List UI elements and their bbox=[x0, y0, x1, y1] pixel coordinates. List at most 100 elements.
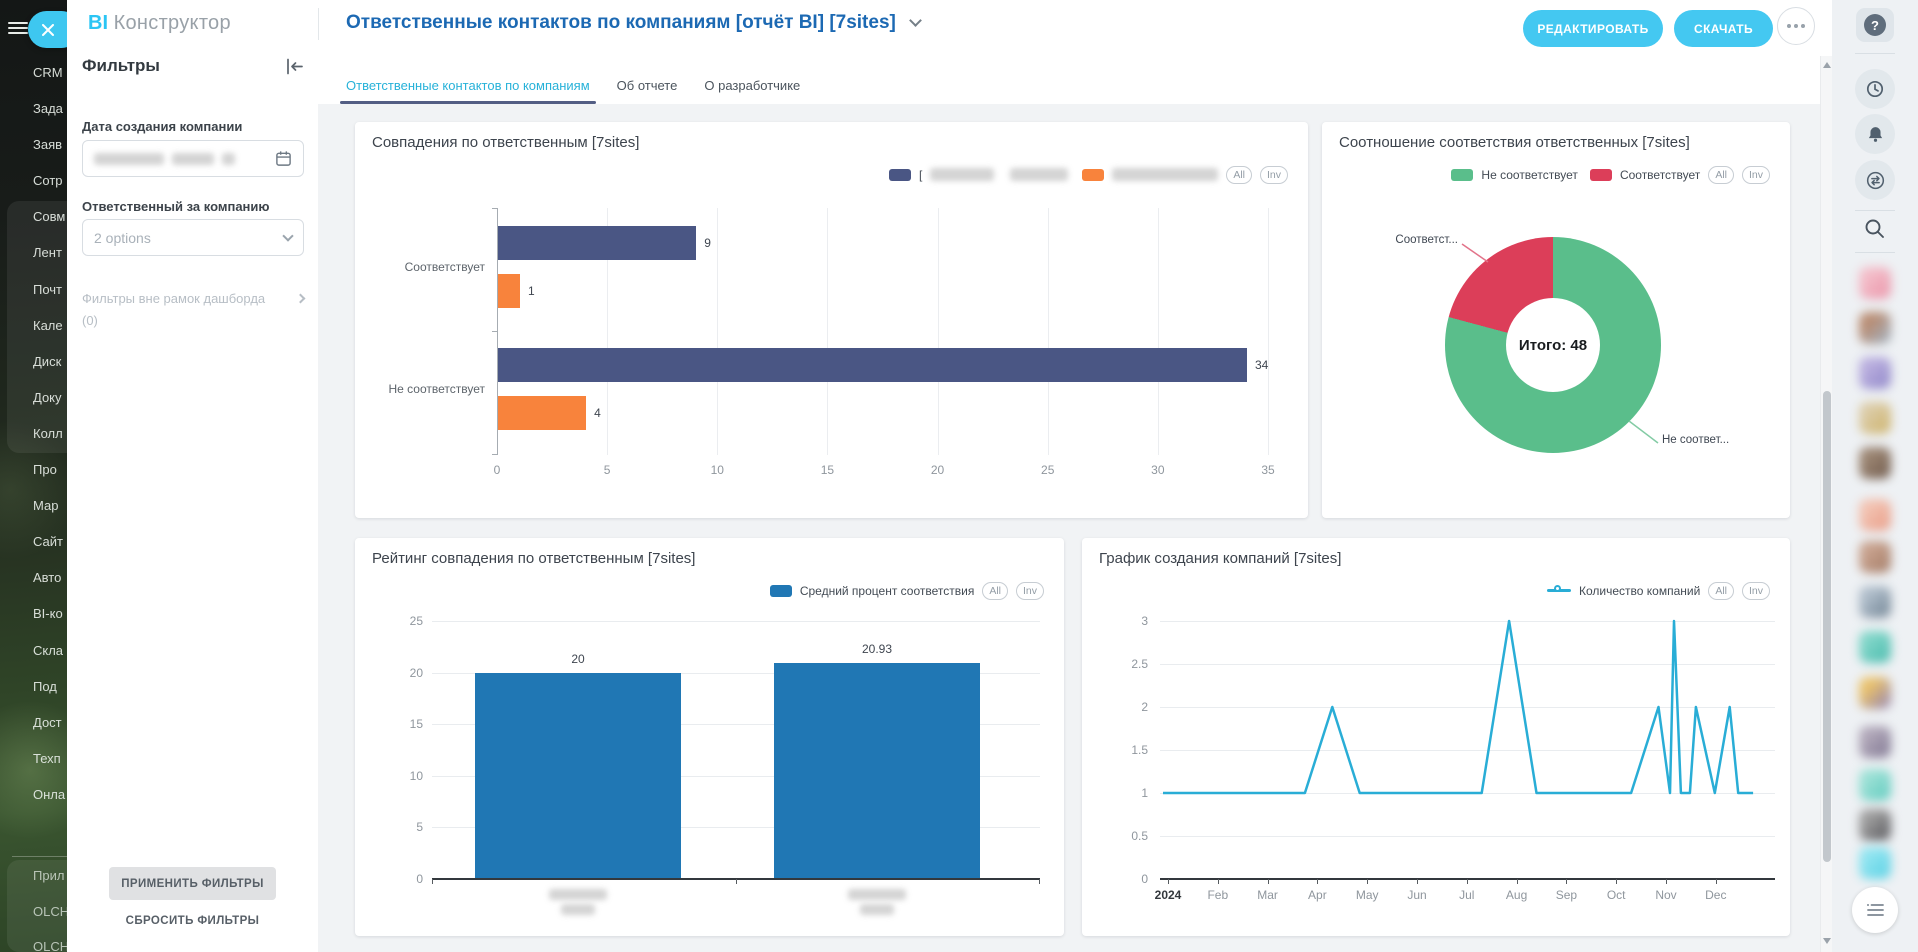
user-avatar[interactable] bbox=[1859, 586, 1891, 618]
messenger-button[interactable] bbox=[1855, 160, 1895, 200]
legend-all-button[interactable]: All bbox=[1226, 166, 1252, 184]
axis-tick-label: 0.5 bbox=[1131, 829, 1148, 843]
sidebar-item[interactable]: Диск bbox=[33, 353, 62, 369]
sidebar-item[interactable]: OLCH bbox=[33, 903, 67, 919]
legend-swatch-red[interactable] bbox=[1589, 168, 1612, 181]
date-filter-input[interactable] bbox=[82, 140, 304, 177]
sidebar-item[interactable]: Сотр bbox=[33, 173, 63, 189]
legend-label: Средний процент соответствия bbox=[799, 583, 975, 598]
sidebar-item[interactable]: Почт bbox=[33, 281, 63, 297]
report-title-menu[interactable]: Ответственные контактов по компаниям [от… bbox=[346, 12, 922, 34]
reset-filters-button[interactable]: СБРОСИТЬ ФИЛЬТРЫ bbox=[125, 915, 260, 927]
legend-inv-button[interactable]: Inv bbox=[1741, 166, 1770, 184]
tab-about-developer[interactable]: О разработчике bbox=[704, 77, 801, 93]
sidebar-item[interactable]: Зада bbox=[33, 101, 63, 117]
edit-button[interactable]: РЕДАКТИРОВАТЬ bbox=[1523, 10, 1663, 47]
legend-inv-button[interactable]: Inv bbox=[1259, 166, 1288, 184]
legend-line-marker[interactable] bbox=[1547, 584, 1572, 593]
user-avatar[interactable] bbox=[1859, 726, 1891, 758]
legend-all-button[interactable]: All bbox=[982, 582, 1008, 600]
sidebar-item[interactable]: Совм bbox=[33, 209, 66, 225]
sidebar-item[interactable]: Техп bbox=[33, 750, 61, 766]
donut-chart[interactable]: Итого: 48 bbox=[1445, 237, 1661, 453]
user-avatar[interactable] bbox=[1859, 769, 1891, 801]
blurred-legend-label bbox=[1112, 168, 1219, 182]
user-avatar[interactable] bbox=[1859, 402, 1891, 434]
sidebar-item[interactable]: Про bbox=[33, 462, 57, 478]
collapse-panel-icon[interactable] bbox=[285, 58, 304, 75]
menu-close-button[interactable] bbox=[28, 11, 67, 48]
tab-about-report[interactable]: Об отчете bbox=[616, 77, 678, 93]
scrollbar-thumb[interactable] bbox=[1823, 391, 1831, 862]
chart-legend: Количество компаний All Inv bbox=[1547, 582, 1770, 600]
legend-all-button[interactable]: All bbox=[1708, 582, 1734, 600]
bar-segment[interactable] bbox=[498, 396, 587, 430]
legend-swatch-series2[interactable] bbox=[1082, 168, 1105, 181]
sidebar-item[interactable]: Мар bbox=[33, 498, 59, 514]
sidebar-item[interactable]: Авто bbox=[33, 570, 62, 586]
bar-segment[interactable] bbox=[498, 274, 521, 308]
outer-filters-link[interactable]: Фильтры вне рамок дашборда (0) bbox=[82, 291, 306, 328]
owner-filter-select[interactable]: 2 options bbox=[82, 219, 304, 256]
legend-inv-button[interactable]: Inv bbox=[1741, 582, 1770, 600]
help-button[interactable]: ? bbox=[1856, 8, 1894, 42]
sidebar-item[interactable]: Заяв bbox=[33, 137, 63, 153]
sidebar-item[interactable]: Скла bbox=[33, 642, 64, 658]
tab-report[interactable]: Ответственные контактов по компаниям bbox=[340, 66, 596, 104]
legend-swatch-blue[interactable] bbox=[769, 584, 792, 597]
axis-tick-label: 2.5 bbox=[1131, 657, 1148, 671]
user-avatar[interactable] bbox=[1859, 809, 1891, 841]
more-actions-button[interactable] bbox=[1777, 7, 1815, 45]
sidebar-item[interactable]: BI-ко bbox=[33, 606, 63, 622]
user-avatar[interactable] bbox=[1859, 267, 1891, 299]
sidebar-item[interactable]: Доку bbox=[33, 389, 62, 405]
blurred-date-value bbox=[172, 152, 214, 165]
axis-tick bbox=[736, 879, 737, 884]
bar-segment[interactable] bbox=[498, 348, 1247, 382]
line-series[interactable] bbox=[1160, 619, 1775, 879]
user-avatar[interactable] bbox=[1859, 312, 1891, 344]
sidebar-item[interactable]: Прил bbox=[33, 868, 65, 883]
blurred-text bbox=[860, 904, 894, 915]
axis-tick bbox=[1039, 879, 1040, 884]
gridline bbox=[432, 621, 1040, 622]
download-button[interactable]: СКАЧАТЬ bbox=[1674, 10, 1773, 47]
timer-button[interactable] bbox=[1855, 69, 1895, 109]
sidebar-item[interactable]: Онла bbox=[33, 786, 66, 802]
scroll-down-arrow[interactable] bbox=[1823, 938, 1831, 944]
hamburger-menu-icon[interactable] bbox=[8, 19, 28, 37]
bar-value-label: 4 bbox=[594, 406, 601, 420]
sidebar-item[interactable]: OLCH bbox=[33, 939, 67, 952]
sidebar-item[interactable]: Кале bbox=[33, 317, 63, 333]
axis-tick bbox=[1516, 879, 1518, 884]
sidebar-item[interactable]: Сайт bbox=[33, 534, 63, 550]
sidebar-item[interactable]: Под bbox=[33, 678, 57, 694]
user-avatar[interactable] bbox=[1859, 499, 1891, 531]
search-button[interactable] bbox=[1862, 216, 1888, 242]
vertical-scrollbar[interactable] bbox=[1820, 56, 1832, 952]
legend-inv-button[interactable]: Inv bbox=[1015, 582, 1044, 600]
header-divider bbox=[318, 8, 319, 40]
bar-segment[interactable] bbox=[774, 663, 980, 879]
user-avatar[interactable] bbox=[1859, 847, 1891, 879]
legend-swatch-green[interactable] bbox=[1451, 168, 1474, 181]
user-avatar[interactable] bbox=[1859, 631, 1891, 663]
legend-all-button[interactable]: All bbox=[1708, 166, 1734, 184]
sidebar-item[interactable]: Колл bbox=[33, 425, 63, 441]
user-avatar[interactable] bbox=[1859, 357, 1891, 389]
sidebar-item[interactable]: Дост bbox=[33, 714, 62, 730]
scroll-up-arrow[interactable] bbox=[1823, 62, 1831, 68]
bar-segment[interactable] bbox=[498, 226, 697, 260]
sidebar-item[interactable]: Лент bbox=[33, 245, 62, 261]
rail-list-button[interactable] bbox=[1852, 887, 1898, 933]
apply-filters-button[interactable]: ПРИМЕНИТЬ ФИЛЬТРЫ bbox=[109, 867, 276, 900]
legend-swatch-series1[interactable] bbox=[888, 168, 911, 181]
sidebar-item[interactable]: CRM bbox=[33, 65, 63, 80]
user-avatar[interactable] bbox=[1859, 447, 1891, 479]
bar-segment[interactable] bbox=[475, 672, 681, 879]
calendar-icon bbox=[276, 151, 291, 166]
blurred-category-label bbox=[847, 889, 907, 915]
user-avatar[interactable] bbox=[1859, 541, 1891, 573]
user-avatar[interactable] bbox=[1859, 677, 1891, 709]
notifications-button[interactable] bbox=[1855, 114, 1895, 154]
